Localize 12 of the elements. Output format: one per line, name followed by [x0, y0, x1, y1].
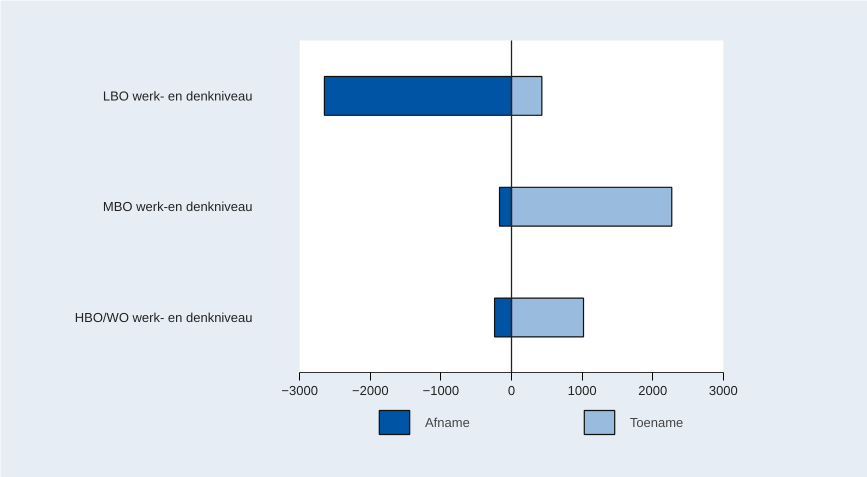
- x-tick-label: 3000: [708, 382, 738, 398]
- x-tick-label: 0: [508, 382, 516, 398]
- legend-label: Toename: [630, 414, 684, 430]
- legend-label: Afname: [425, 414, 470, 430]
- x-tick-label: 2000: [638, 382, 668, 398]
- x-tick-label: −3000: [281, 382, 318, 398]
- y-tick-label: HBO/WO werk- en denkniveau: [74, 310, 252, 326]
- x-tick-label: −1000: [422, 382, 460, 398]
- x-tick-label: −2000: [352, 382, 389, 398]
- y-tick-label: MBO werk-en denkniveau: [102, 199, 253, 214]
- y-tick-label: LBO werk- en denkniveau: [102, 88, 253, 104]
- x-tick-label: 1000: [568, 382, 597, 398]
